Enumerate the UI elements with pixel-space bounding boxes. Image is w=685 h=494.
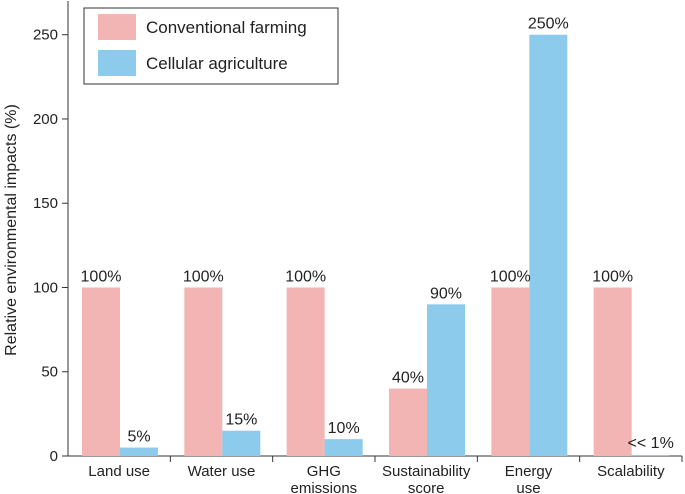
y-tick-label: 100 [33, 279, 58, 296]
data-label: 15% [225, 412, 257, 429]
bar-conventional [184, 287, 223, 456]
y-tick-label: 150 [33, 195, 58, 212]
y-axis-label: Relative environmental impacts (%) [3, 104, 20, 356]
x-category-label-line: Sustainability [382, 463, 471, 480]
x-category-label: Water use [188, 463, 256, 480]
bar-conventional [593, 287, 632, 456]
y-tick-label: 250 [33, 27, 58, 44]
legend: Conventional farming Cellular agriculture [83, 7, 339, 85]
data-label: 10% [328, 420, 360, 437]
data-label: 90% [430, 285, 462, 302]
data-label: 250% [528, 16, 569, 33]
data-label: 100% [490, 268, 531, 285]
bar-cellular [324, 439, 363, 456]
x-category-label-line: use [516, 480, 540, 494]
x-category-label-line: Energy [505, 463, 553, 480]
x-category-label: Scalability [597, 463, 665, 480]
x-category-label-line: GHG [307, 463, 341, 480]
data-label: 100% [592, 268, 633, 285]
data-label: 100% [285, 268, 326, 285]
y-tick-label: 200 [33, 111, 58, 128]
x-category-label: GHG emissions [290, 463, 357, 494]
x-category-label: Energy use [505, 463, 553, 494]
x-category-label: Sustainability score [382, 463, 471, 494]
bar-cellular [222, 430, 261, 456]
bar-conventional [286, 287, 325, 456]
data-label: 100% [81, 268, 122, 285]
x-category-label-line: Scalability [597, 463, 665, 480]
data-label: 5% [127, 429, 150, 446]
bar-cellular [427, 304, 465, 456]
x-category-label-line: emissions [290, 480, 357, 494]
x-category-label-line: score [408, 480, 445, 494]
x-category-label-line: Land use [88, 463, 150, 480]
legend-entry: Conventional farming [146, 18, 307, 37]
axes: 0 50 100 150 200 250 Land use Water use GHG emiss… [33, 1, 683, 494]
bar-conventional [491, 287, 530, 456]
bar-cellular [631, 455, 670, 456]
bar-cellular [529, 34, 568, 456]
legend-entry: Cellular agriculture [146, 54, 288, 73]
data-label: << 1% [628, 435, 674, 452]
x-category-label: Land use [88, 463, 150, 480]
legend-swatch [98, 14, 136, 40]
bar-cellular [120, 447, 158, 456]
legend-swatch [98, 50, 136, 76]
bars [82, 34, 670, 456]
bar-conventional [389, 388, 427, 456]
x-category-label-line: Water use [188, 463, 256, 480]
data-labels: 100% 100% 100% 40% 100% 100% 5% 15% 10% 90% 250% <<… [81, 16, 674, 452]
y-tick-label: 50 [41, 364, 58, 381]
data-label: 40% [392, 370, 424, 387]
bar-conventional [82, 287, 120, 456]
data-label: 100% [183, 268, 224, 285]
y-tick-label: 0 [50, 448, 58, 465]
